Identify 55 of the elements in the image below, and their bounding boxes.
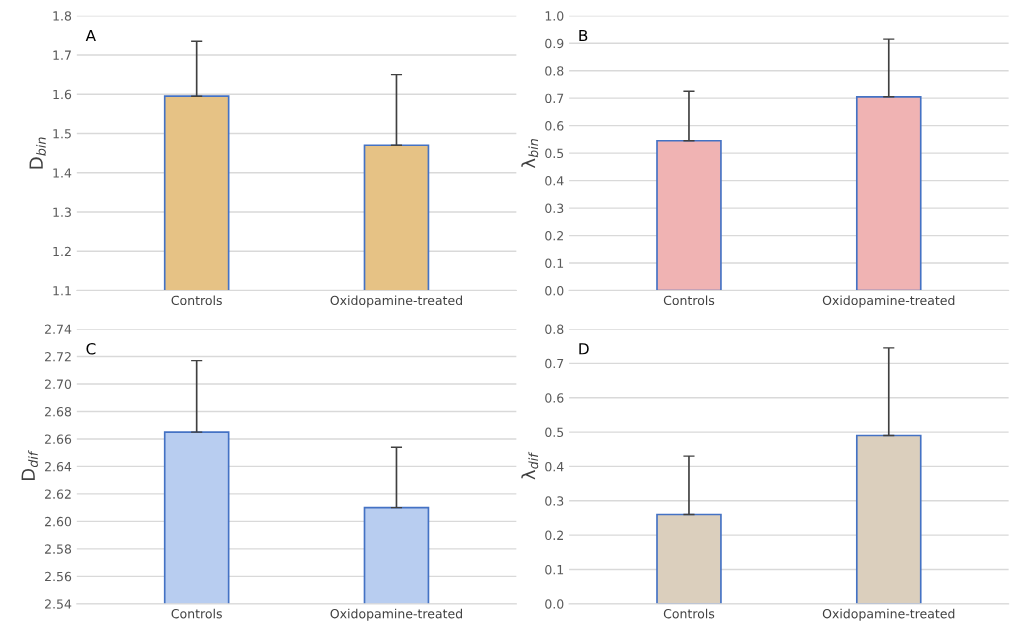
y-tick-label: 0.1	[545, 564, 564, 575]
y-tick-label: 1.0	[545, 11, 564, 21]
y-tick-label: 0.0	[545, 286, 564, 296]
y-axis-title: D$_{dif}$	[21, 450, 38, 481]
y-axis-title: D$_{bin}$	[29, 137, 46, 169]
y-tick-label: 2.66	[45, 434, 72, 444]
y-tick-label: 1.1	[53, 286, 71, 296]
y-tick-label: 2.70	[45, 379, 72, 389]
x-tick-label: Oxidopamine-treated	[330, 295, 462, 308]
x-tick-label: Controls	[171, 608, 222, 619]
text: A	[85, 29, 96, 42]
x-tick-label: Oxidopamine-treated	[822, 608, 955, 621]
y-tick-label: 0.2	[545, 231, 563, 241]
y-tick-label: 0.6	[545, 121, 564, 131]
y-tick-label: 2.64	[45, 461, 72, 472]
y-tick-label: 0.1	[545, 258, 564, 268]
y-tick-label: 2.72	[45, 351, 71, 362]
y-tick-label: 1.7	[53, 50, 71, 60]
y-tick-label: 0.6	[545, 393, 564, 403]
y-tick-label: 0.4	[545, 461, 564, 472]
x-tick-label: Controls	[663, 608, 715, 619]
y-tick-label: 0.3	[545, 203, 564, 214]
y-tick-label: 0.2	[545, 530, 563, 541]
y-tick-label: 2.60	[45, 516, 72, 527]
y-tick-label: 0.7	[545, 358, 564, 369]
y-tick-label: 1.6	[53, 89, 72, 100]
y-tick-label: 0.8	[545, 324, 564, 334]
x-tick-label: Controls	[663, 295, 715, 306]
text: D	[579, 343, 589, 355]
y-tick-label: 1.8	[53, 11, 72, 21]
y-tick-label: 2.56	[45, 571, 72, 582]
y-tick-label: 1.4	[53, 168, 72, 178]
y-tick-label: 1.5	[53, 129, 71, 139]
y-tick-label: 1.3	[53, 207, 71, 217]
text: B	[579, 29, 588, 42]
y-tick-label: 0.5	[545, 148, 564, 159]
y-axis-title: λ$_{bin}$	[521, 139, 539, 169]
y-tick-label: 1.2	[53, 246, 71, 257]
y-tick-label: 0.7	[545, 93, 564, 104]
y-tick-label: 0.9	[545, 38, 564, 49]
text: C	[86, 343, 96, 355]
y-tick-label: 0.3	[545, 496, 564, 506]
y-tick-label: 2.68	[45, 406, 72, 417]
y-tick-label: 2.54	[45, 599, 72, 609]
y-tick-label: 0.4	[545, 176, 564, 186]
x-tick-label: Controls	[171, 295, 222, 306]
y-tick-label: 0.0	[545, 599, 564, 609]
y-tick-label: 0.5	[545, 427, 564, 437]
y-tick-label: 2.58	[45, 544, 72, 554]
x-tick-label: Oxidopamine-treated	[822, 295, 955, 308]
y-tick-label: 2.62	[45, 489, 71, 499]
x-tick-label: Oxidopamine-treated	[330, 608, 462, 621]
y-axis-title: λ$_{dif}$	[521, 451, 539, 480]
y-tick-label: 2.74	[45, 324, 72, 334]
y-tick-label: 0.8	[545, 66, 564, 76]
